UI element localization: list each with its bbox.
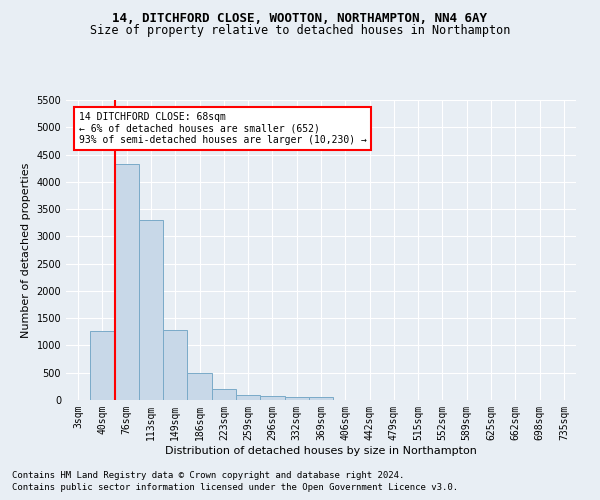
Bar — [163, 330, 187, 400]
Y-axis label: Number of detached properties: Number of detached properties — [21, 162, 31, 338]
X-axis label: Distribution of detached houses by size in Northampton: Distribution of detached houses by size … — [165, 446, 477, 456]
Text: 14 DITCHFORD CLOSE: 68sqm
← 6% of detached houses are smaller (652)
93% of semi-: 14 DITCHFORD CLOSE: 68sqm ← 6% of detach… — [79, 112, 367, 145]
Text: Contains HM Land Registry data © Crown copyright and database right 2024.: Contains HM Land Registry data © Crown c… — [12, 471, 404, 480]
Bar — [187, 374, 212, 400]
Text: Size of property relative to detached houses in Northampton: Size of property relative to detached ho… — [90, 24, 510, 37]
Bar — [115, 164, 139, 400]
Text: 14, DITCHFORD CLOSE, WOOTTON, NORTHAMPTON, NN4 6AY: 14, DITCHFORD CLOSE, WOOTTON, NORTHAMPTO… — [113, 12, 487, 26]
Bar — [212, 388, 236, 400]
Bar — [309, 396, 333, 400]
Bar — [284, 396, 309, 400]
Bar — [139, 220, 163, 400]
Bar — [260, 396, 284, 400]
Text: Contains public sector information licensed under the Open Government Licence v3: Contains public sector information licen… — [12, 484, 458, 492]
Bar — [90, 330, 115, 400]
Bar — [236, 395, 260, 400]
